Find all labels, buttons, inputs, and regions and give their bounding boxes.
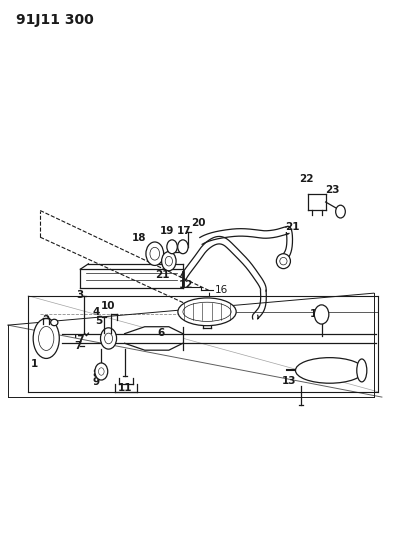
Ellipse shape bbox=[178, 298, 236, 326]
Text: 11: 11 bbox=[117, 383, 132, 393]
Text: 20: 20 bbox=[190, 218, 205, 228]
Text: 91J11 300: 91J11 300 bbox=[16, 13, 93, 27]
Ellipse shape bbox=[33, 318, 59, 359]
Text: 1: 1 bbox=[31, 359, 38, 368]
Text: 21: 21 bbox=[285, 222, 299, 232]
Circle shape bbox=[150, 247, 159, 260]
Circle shape bbox=[104, 333, 112, 344]
Ellipse shape bbox=[182, 302, 231, 321]
Text: 15: 15 bbox=[309, 310, 323, 319]
Ellipse shape bbox=[356, 359, 366, 382]
Text: 21: 21 bbox=[155, 270, 170, 280]
Circle shape bbox=[98, 368, 104, 375]
Circle shape bbox=[165, 256, 172, 266]
Text: 9: 9 bbox=[93, 377, 100, 387]
Text: 10: 10 bbox=[100, 302, 115, 311]
Text: 6: 6 bbox=[157, 328, 164, 338]
Text: 22: 22 bbox=[298, 174, 313, 184]
Ellipse shape bbox=[51, 319, 58, 326]
Circle shape bbox=[314, 305, 328, 324]
Circle shape bbox=[177, 240, 188, 254]
Ellipse shape bbox=[279, 257, 286, 265]
Text: 16: 16 bbox=[215, 286, 228, 295]
Circle shape bbox=[100, 328, 116, 349]
Text: 3: 3 bbox=[77, 290, 84, 300]
Ellipse shape bbox=[295, 358, 363, 383]
Ellipse shape bbox=[276, 254, 290, 269]
Polygon shape bbox=[124, 327, 182, 350]
Text: 12: 12 bbox=[178, 280, 192, 290]
Text: 17: 17 bbox=[176, 225, 190, 236]
Text: 8: 8 bbox=[92, 369, 99, 379]
Text: 14: 14 bbox=[318, 369, 332, 379]
Circle shape bbox=[146, 242, 163, 265]
Text: 5: 5 bbox=[95, 316, 102, 326]
Text: 4: 4 bbox=[93, 307, 100, 317]
Text: 2: 2 bbox=[43, 315, 50, 325]
Text: 13: 13 bbox=[281, 376, 295, 386]
Text: 19: 19 bbox=[159, 225, 174, 236]
Text: 23: 23 bbox=[325, 185, 339, 195]
Circle shape bbox=[335, 205, 344, 218]
Text: 7: 7 bbox=[74, 342, 81, 351]
Circle shape bbox=[95, 363, 107, 380]
Ellipse shape bbox=[38, 326, 54, 351]
Text: '7: '7 bbox=[74, 335, 85, 345]
Circle shape bbox=[161, 252, 176, 271]
Circle shape bbox=[166, 240, 177, 254]
Text: 18: 18 bbox=[132, 233, 146, 243]
